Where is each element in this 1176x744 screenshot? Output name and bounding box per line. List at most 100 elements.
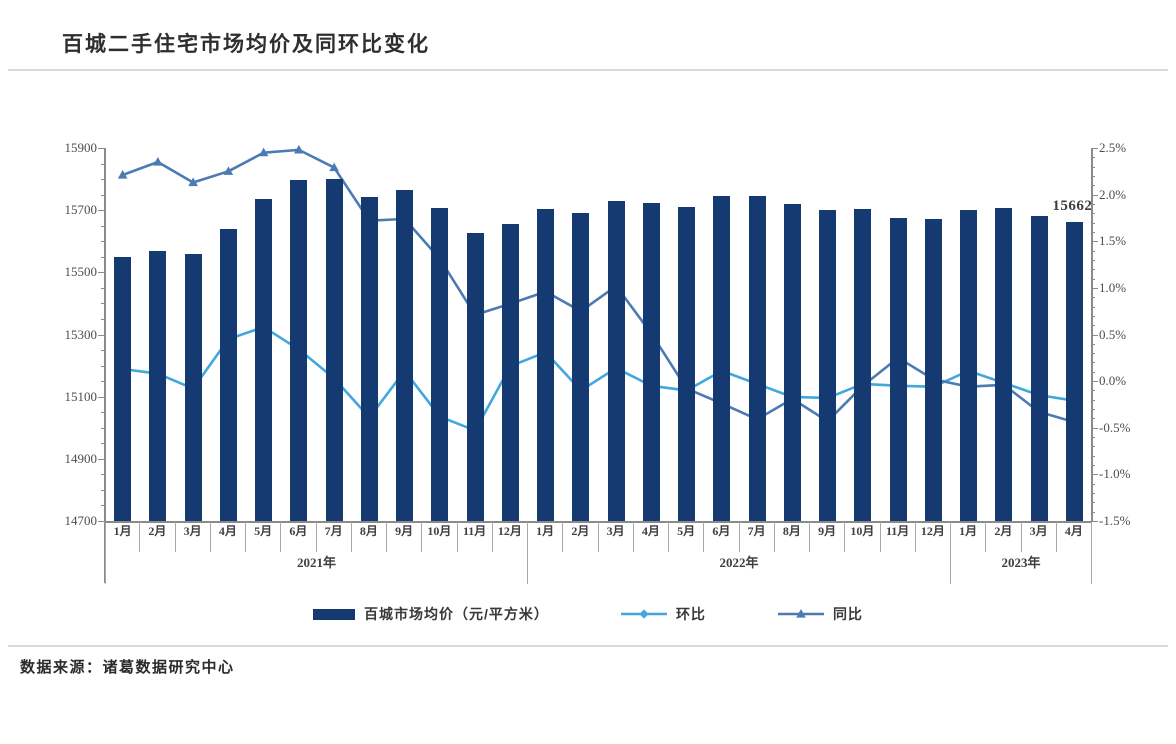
month-label: 8月: [775, 521, 810, 552]
left-axis-tick: [101, 443, 105, 445]
left-axis-tick: [98, 210, 105, 212]
left-axis-tick: [98, 521, 105, 522]
chart-legend: 百城市场均价（元/平方米） 环比 同比: [0, 604, 1176, 624]
left-axis-tick: [101, 474, 105, 476]
month-label: 2月: [563, 521, 599, 552]
month-label: 10月: [845, 521, 881, 552]
right-axis-tick: [1091, 521, 1098, 522]
month-label: 5月: [246, 521, 282, 552]
right-axis-tick: [1091, 297, 1095, 299]
year-label: 2023年: [951, 551, 1092, 584]
month-label: 9月: [810, 521, 846, 552]
year-label: 2021年: [105, 551, 528, 584]
right-axis-tick: [1091, 213, 1095, 215]
price-bar: [1065, 221, 1083, 521]
price-bar: [572, 213, 590, 521]
right-axis-tick-label: -1.5%: [1099, 513, 1131, 528]
x-axis-baseline: [105, 521, 1092, 523]
data-source-note: 数据来源：诸葛数据研究中心: [20, 659, 235, 676]
price-bar: [748, 195, 766, 521]
month-label: 10月: [422, 521, 458, 552]
left-axis-tick-label: 15700: [64, 202, 98, 218]
month-label: 4月: [634, 521, 669, 552]
right-axis-tick: [1091, 222, 1095, 224]
left-axis-tick: [101, 412, 105, 414]
price-bar: [184, 253, 202, 521]
left-axis-tick: [101, 381, 105, 383]
right-axis-tick: [1091, 511, 1095, 513]
left-axis-tick-label: 15900: [64, 140, 98, 155]
price-bar: [819, 209, 837, 521]
month-label: 4月: [211, 521, 246, 552]
month-label: 1月: [951, 521, 987, 552]
month-label: 12月: [916, 521, 951, 552]
price-bar: [995, 208, 1013, 521]
price-bar: [783, 203, 801, 521]
right-axis-tick-label: 2.5%: [1099, 140, 1127, 155]
right-axis-tick: [1091, 371, 1095, 373]
month-label: 7月: [317, 521, 352, 552]
right-axis-tick: [1091, 343, 1095, 345]
right-axis-tick: [1091, 474, 1098, 476]
month-label: 7月: [740, 521, 775, 552]
right-axis-tick: [1091, 259, 1095, 261]
mom-line-diamond-icon: [620, 607, 667, 621]
price-bar: [607, 200, 625, 521]
month-label: 4月: [1057, 521, 1092, 552]
month-label: 5月: [669, 521, 705, 552]
legend-label-mom: 环比: [675, 606, 706, 622]
right-axis-tick: [1091, 493, 1095, 495]
right-axis-tick: [1091, 278, 1095, 280]
left-axis-tick: [101, 241, 105, 243]
legend-label-yoy: 同比: [832, 606, 863, 622]
right-axis-tick: [1091, 157, 1095, 159]
right-axis-tick: [1091, 502, 1095, 504]
left-axis-tick: [101, 365, 105, 367]
right-axis-tick-label: -1.0%: [1099, 466, 1131, 482]
left-axis-tick: [101, 427, 105, 429]
right-axis-tick: [1091, 203, 1095, 205]
price-bar: [854, 208, 872, 521]
price-bar-swatch-icon: [313, 608, 356, 620]
left-axis-tick: [101, 505, 105, 507]
left-axis-tick: [101, 318, 105, 320]
left-axis-tick: [98, 334, 105, 336]
month-label: 2月: [140, 521, 176, 552]
month-label: 11月: [458, 521, 493, 552]
right-axis-tick: [1091, 437, 1095, 439]
left-axis-tick-label: 15300: [64, 326, 98, 342]
right-axis-tick: [1091, 427, 1098, 429]
right-axis-tick: [1091, 185, 1095, 187]
right-axis-tick: [1091, 306, 1095, 308]
price-bar: [678, 207, 696, 521]
footer-divider: [8, 645, 1168, 647]
price-bar: [290, 180, 308, 521]
price-bar: [360, 197, 378, 521]
yoy-line-triangle-icon: [777, 607, 824, 621]
price-bar: [1030, 216, 1048, 521]
month-label: 3月: [176, 521, 211, 552]
price-bar: [960, 210, 978, 521]
right-axis-tick: [1091, 418, 1095, 420]
right-axis-tick-label: 0.0%: [1099, 373, 1127, 389]
left-axis-tick: [101, 256, 105, 258]
right-axis-tick: [1091, 287, 1098, 289]
price-bar: [114, 256, 132, 521]
right-axis-tick: [1091, 241, 1098, 243]
right-axis-tick: [1091, 455, 1095, 457]
right-axis-tick: [1091, 334, 1098, 336]
month-label: 6月: [281, 521, 317, 552]
month-label: 8月: [352, 521, 387, 552]
left-axis-tick: [101, 489, 105, 491]
right-axis-tick: [1091, 381, 1098, 383]
right-axis-tick: [1091, 446, 1095, 448]
price-bar: [255, 198, 273, 521]
right-axis-tick: [1091, 483, 1095, 485]
left-axis-line: [104, 148, 106, 583]
left-axis-tick: [98, 396, 105, 398]
right-axis-tick: [1091, 175, 1095, 177]
legend-item-yoy: 同比: [777, 604, 863, 624]
month-label: 11月: [881, 521, 916, 552]
right-axis-tick: [1091, 390, 1095, 392]
left-axis-tick-label: 14900: [64, 450, 98, 466]
